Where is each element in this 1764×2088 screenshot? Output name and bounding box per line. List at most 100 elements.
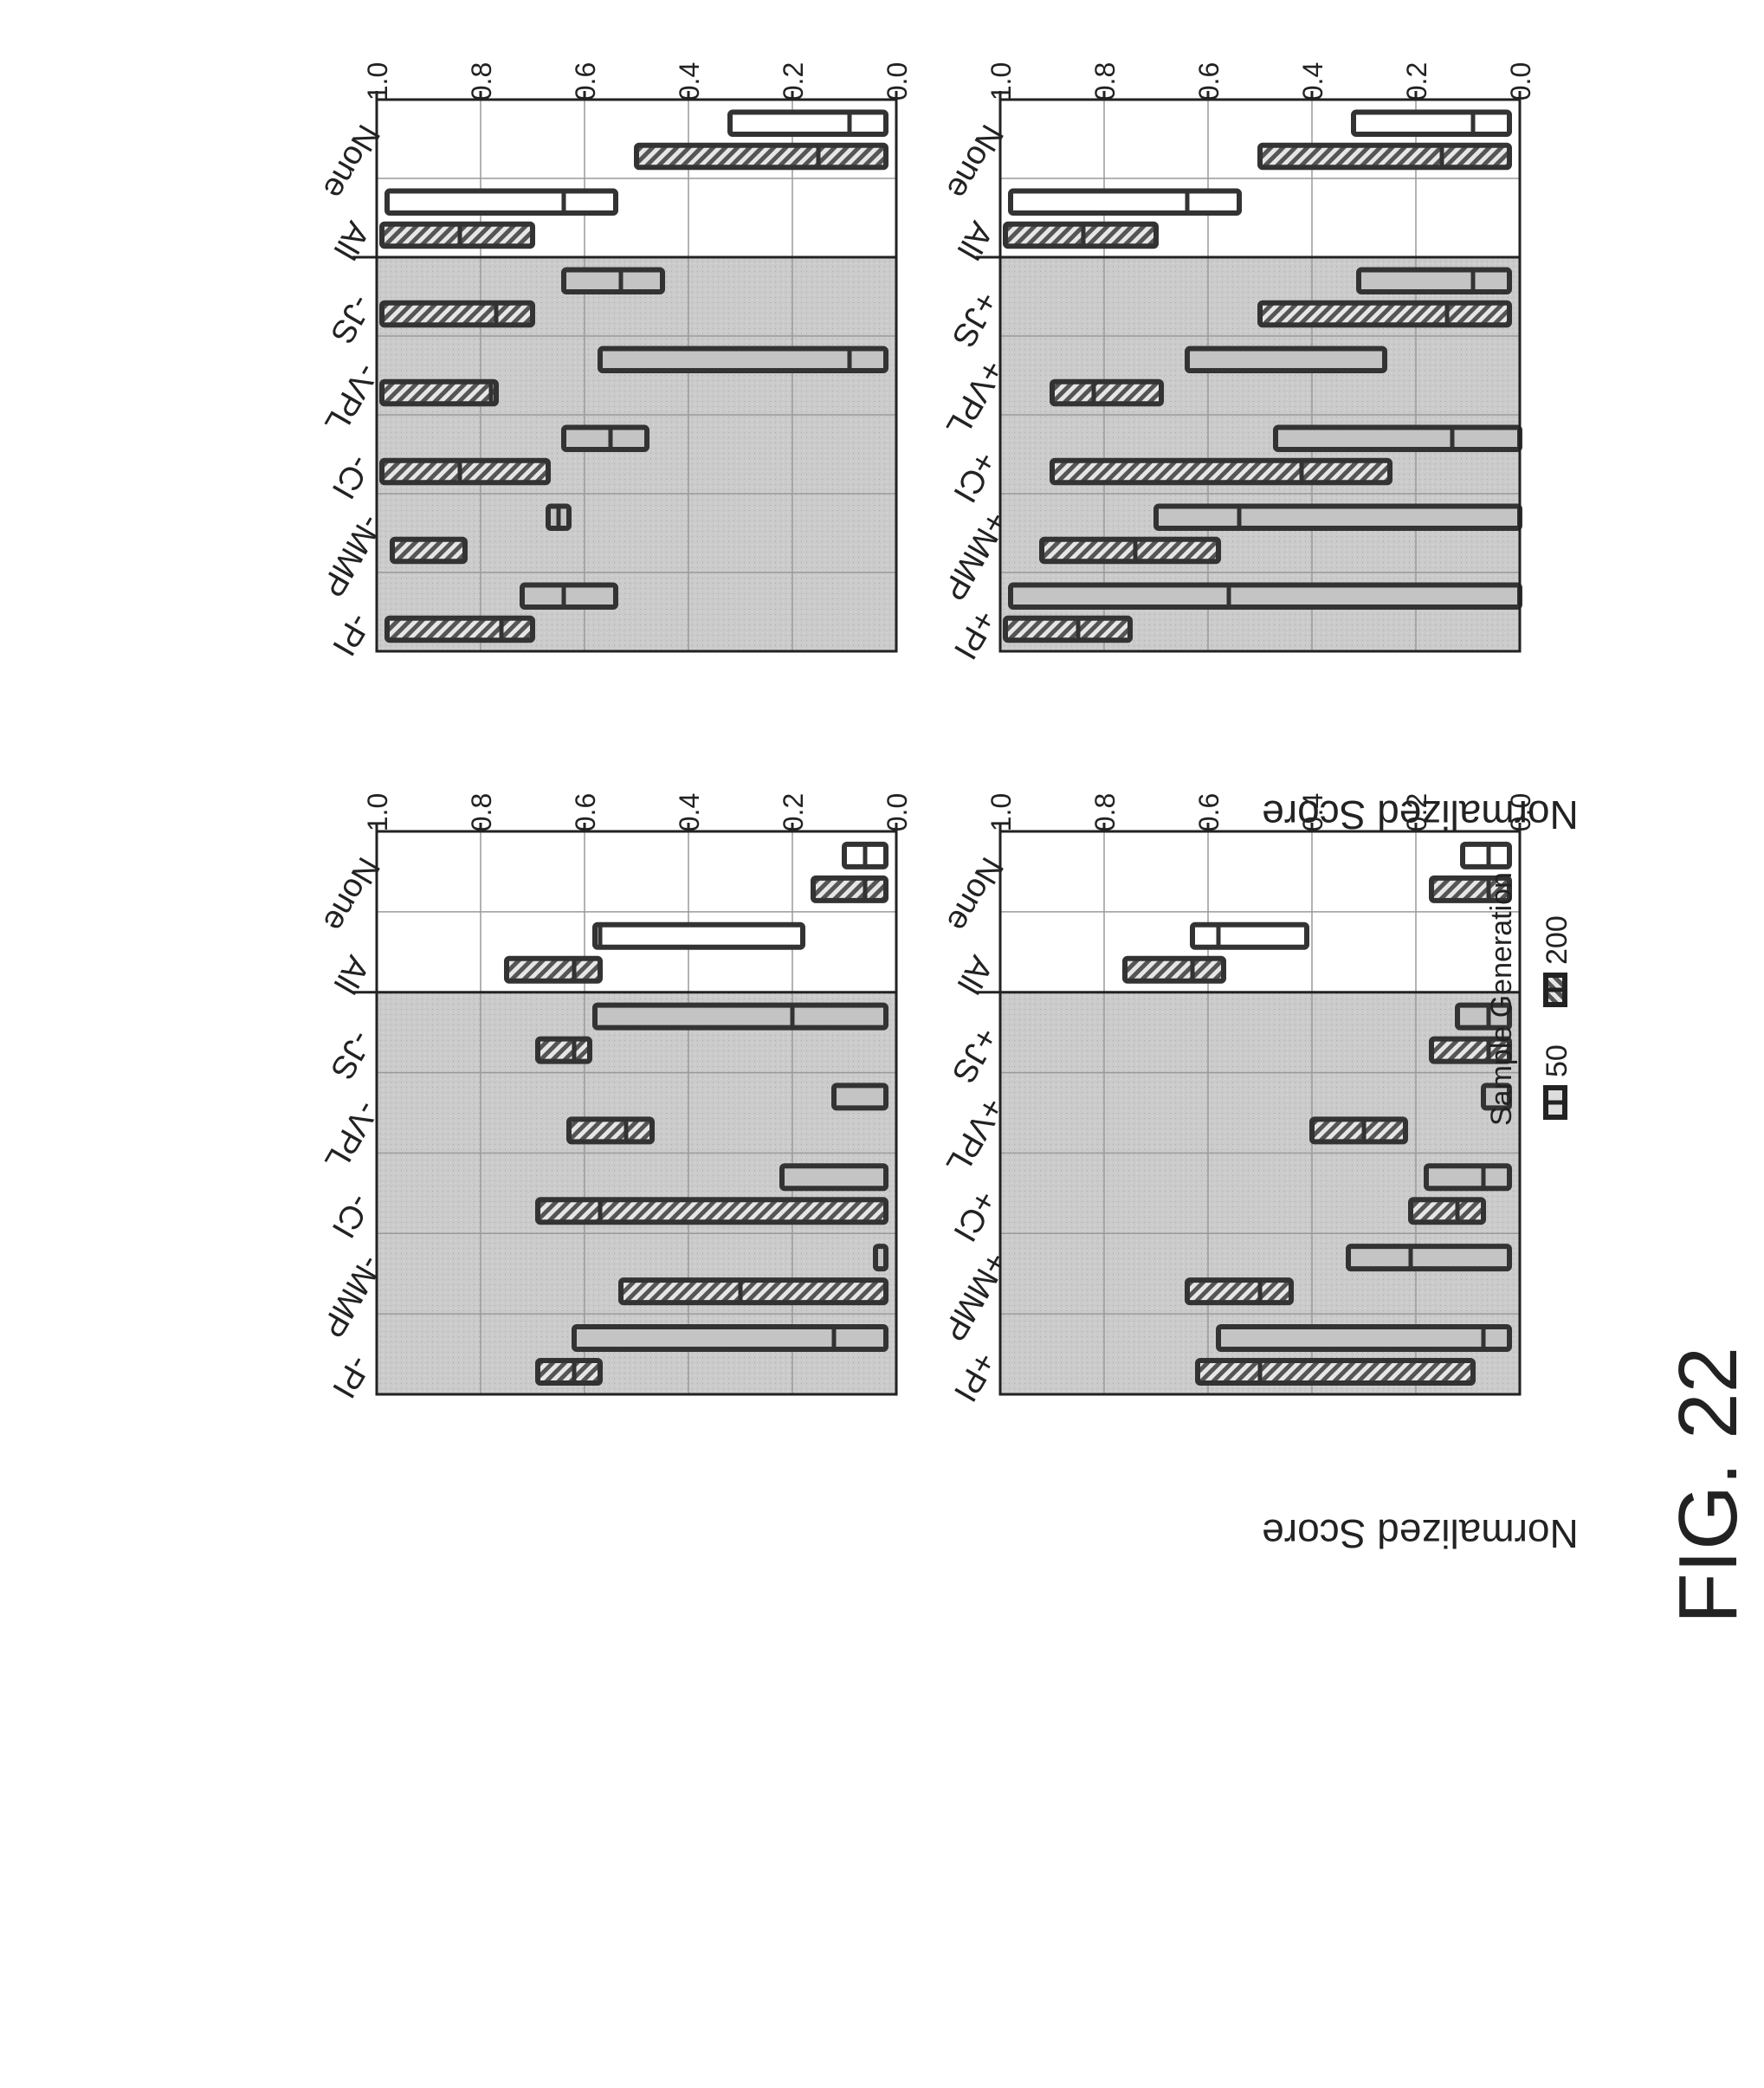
y-tick-label: 1.0 xyxy=(985,793,1017,831)
box-200-+VPL xyxy=(1050,378,1164,407)
y-tick-label: 0.0 xyxy=(1505,62,1536,100)
box-50-+CI xyxy=(1273,424,1522,453)
category-label: -CI xyxy=(325,449,378,505)
y-tick-label: 0.8 xyxy=(466,62,497,100)
box-200-None xyxy=(1257,142,1512,171)
box-50--PI xyxy=(572,1324,888,1352)
box-50-None xyxy=(1460,841,1512,869)
box-200-+VPL xyxy=(1309,1116,1408,1145)
box-200-+PI xyxy=(1003,615,1133,643)
box-50-All xyxy=(1190,921,1309,950)
y-tick-label: 0.4 xyxy=(674,62,705,100)
y-tick-label: 1.0 xyxy=(985,62,1017,100)
box-200-All xyxy=(1003,221,1159,249)
category-label: -JS xyxy=(323,288,379,349)
box-50--CI xyxy=(561,424,649,453)
box-50--PI xyxy=(520,582,618,611)
box-200--MMP xyxy=(390,536,468,565)
box-50-All xyxy=(1008,188,1242,217)
box-50-+MMP xyxy=(1346,1244,1512,1272)
y-tick-label: 0.8 xyxy=(466,793,497,831)
box-200-+MMP xyxy=(1185,1277,1294,1306)
y-tick-label: 0.6 xyxy=(1193,793,1224,831)
category-label: -VPL xyxy=(317,1095,385,1176)
category-label: +CI xyxy=(946,1184,1003,1247)
category-label: -JS xyxy=(323,1025,379,1085)
category-label: +JS xyxy=(945,285,1005,353)
box-50-All xyxy=(592,921,805,950)
box-200--JS xyxy=(379,300,535,328)
box-200--PI xyxy=(384,615,535,643)
legend-label-200: 200 xyxy=(1541,915,1573,965)
y-tick-label: 0.4 xyxy=(674,793,705,831)
y-tick-label: 0.8 xyxy=(1089,793,1121,831)
panel-right-top: 0.00.20.40.60.81.0NoneAll-JS-VPL-CI-MMP-… xyxy=(313,62,913,662)
y-tick-label: 0.4 xyxy=(1297,793,1328,831)
box-50-None xyxy=(727,109,888,138)
panel-left-top: 0.00.20.40.60.81.0NoneAll+JS+VPL+CI+MMP+… xyxy=(934,62,1578,837)
box-200--VPL xyxy=(379,378,499,407)
box-50-+VPL xyxy=(1185,346,1387,374)
category-label: +PI xyxy=(947,604,1003,665)
category-label: +PI xyxy=(947,1346,1003,1407)
box-50-+JS xyxy=(1356,267,1512,295)
category-label: +JS xyxy=(945,1021,1005,1089)
y-tick-label: 0.4 xyxy=(1297,62,1328,100)
box-200-+PI xyxy=(1195,1358,1476,1386)
box-50--JS xyxy=(592,1002,888,1031)
figure-label: FIG. 22 xyxy=(1662,1347,1754,1624)
y-tick-label: 0.8 xyxy=(1089,62,1121,100)
box-200--CI xyxy=(535,1197,888,1225)
chart-panels: 0.00.20.40.60.81.0NoneAll+JS+VPL+CI+MMP+… xyxy=(313,62,1579,1556)
panel-right-bottom: 0.00.20.40.60.81.0NoneAll-JS-VPL-CI-MMP-… xyxy=(313,793,913,1404)
y-tick-label: 0.2 xyxy=(1401,62,1432,100)
box-200--JS xyxy=(535,1036,592,1064)
y-tick-label: 0.2 xyxy=(1401,793,1432,831)
legend-title: Sample Generation xyxy=(1485,872,1518,1126)
y-tick-label: 0.6 xyxy=(1193,62,1224,100)
box-50-+PI xyxy=(1008,582,1522,611)
box-200-+MMP xyxy=(1039,536,1221,565)
y-tick-label: 0.6 xyxy=(570,793,601,831)
y-tick-label: 0.2 xyxy=(778,793,809,831)
legend-swatch-50 xyxy=(1543,1085,1567,1120)
legend-label-50: 50 xyxy=(1541,1044,1573,1077)
legend-swatch-200 xyxy=(1543,973,1567,1007)
box-50--VPL xyxy=(598,346,888,374)
box-50-None xyxy=(1351,109,1512,138)
box-200-All xyxy=(1122,955,1226,984)
y-tick-label: 1.0 xyxy=(362,793,393,831)
box-200-+JS xyxy=(1257,300,1512,328)
box-200-All xyxy=(379,221,535,249)
y-tick-label: 0.6 xyxy=(570,62,601,100)
box-50-+MMP xyxy=(1153,503,1522,532)
box-50--VPL xyxy=(831,1083,888,1111)
y-axis-label: Normalized Score xyxy=(1262,792,1579,837)
box-200-None xyxy=(811,875,888,903)
box-50--CI xyxy=(779,1163,888,1192)
box-50-+PI xyxy=(1216,1324,1512,1352)
legend: Sample Generation 50 200 xyxy=(1485,872,1573,1126)
box-50--JS xyxy=(561,267,665,295)
box-50-All xyxy=(384,188,618,217)
box-200--CI xyxy=(379,457,551,486)
box-200--MMP xyxy=(618,1277,888,1306)
category-label: -VPL xyxy=(317,357,385,438)
y-tick-label: 0.0 xyxy=(882,62,913,100)
box-50-+JS xyxy=(1455,1002,1512,1031)
y-axis-label: Normalized Score xyxy=(1262,1511,1579,1556)
y-tick-label: 0.2 xyxy=(778,62,809,100)
plot-frame xyxy=(998,830,1522,1396)
box-200-All xyxy=(504,955,603,984)
box-200-None xyxy=(634,142,888,171)
box-200--PI xyxy=(535,1358,603,1386)
y-tick-label: 0.0 xyxy=(882,793,913,831)
box-200--VPL xyxy=(566,1116,655,1145)
box-200-+CI xyxy=(1408,1197,1486,1225)
box-50-+CI xyxy=(1424,1163,1512,1192)
plot-frame xyxy=(998,98,1522,653)
y-tick-label: 0.0 xyxy=(1505,793,1536,831)
category-label: -CI xyxy=(325,1187,378,1244)
box-200-+CI xyxy=(1050,457,1392,486)
